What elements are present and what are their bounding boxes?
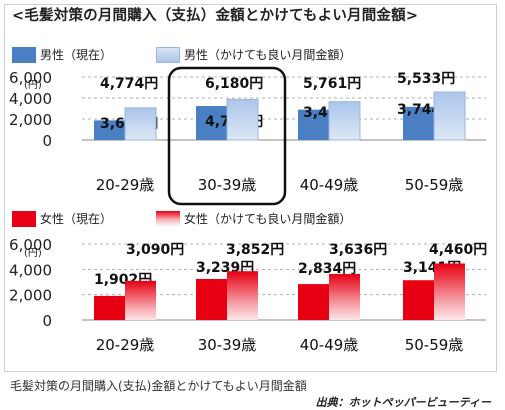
female-bar [125, 280, 156, 320]
legend-label-female-willing: 女性（かけても良い月間金額） [184, 212, 352, 226]
female-bar [94, 295, 125, 320]
female-category-label: 40-49歳 [300, 336, 359, 354]
female-bar [434, 263, 465, 320]
female-y-tick: 0 [42, 312, 52, 330]
figure-caption: 毛髪対策の月間購入(支払)金額とかけてもよい月間金額 [10, 379, 307, 393]
male-bar [403, 106, 434, 140]
male-y-tick: 2,000 [9, 111, 52, 129]
legend-female-willing: 女性（かけても良い月間金額） [156, 210, 351, 227]
legend-swatch-female-willing [156, 210, 180, 227]
male-y-tick: 0 [42, 132, 52, 150]
male-bar [226, 98, 259, 141]
legend-swatch-male-willing [156, 46, 180, 63]
female-y-tick: 6,000 [9, 236, 52, 254]
legend-swatch-male-current [12, 46, 36, 63]
female-data-label: 3,852円 [226, 242, 284, 258]
male-highlight-box [167, 66, 287, 206]
male-category-label: 20-29歳 [96, 176, 155, 194]
female-category-label: 30-39歳 [198, 336, 257, 354]
female-data-label: 4,460円 [429, 242, 487, 258]
male-unit-label: (円) [24, 80, 42, 91]
male-data-label: 6,180円 [205, 76, 263, 92]
male-bar [94, 120, 125, 140]
female-category-label: 50-59歳 [405, 336, 464, 354]
female-category-label: 20-29歳 [96, 336, 155, 354]
female-data-label: 3,090円 [126, 242, 184, 258]
female-y-tick: 2,000 [9, 287, 52, 305]
legend-male-willing: 男性（かけても良い月間金額） [156, 46, 351, 63]
male-data-label: 5,761円 [303, 76, 361, 92]
male-bar [433, 91, 466, 141]
female-bar [196, 278, 227, 320]
female-bar [227, 271, 258, 320]
male-data-label: 4,774円 [100, 76, 158, 92]
female-unit-label: (円) [24, 248, 42, 259]
male-bar [196, 106, 227, 140]
female-bar [298, 284, 329, 320]
female-bar [329, 273, 360, 320]
legend-label-male-willing: 男性（かけても良い月間金額） [184, 48, 352, 62]
female-y-tick: 4,000 [9, 261, 52, 279]
legend-label-female-current: 女性（現在） [40, 212, 113, 226]
male-category-label: 50-59歳 [405, 176, 464, 194]
source-credit: 出典：ホットペッパービューティー [315, 396, 491, 409]
male-data-label: 5,533円 [397, 71, 455, 87]
legend-female-current: 女性（現在） [12, 210, 112, 227]
male-bar [298, 109, 329, 140]
male-y-tick: 6,000 [9, 69, 52, 87]
female-data-label: 2,834円 [298, 261, 356, 277]
male-category-label: 40-49歳 [300, 176, 359, 194]
legend-label-male-current: 男性（現在） [40, 48, 113, 62]
female-bar [403, 280, 434, 320]
male-bar [124, 107, 157, 141]
male-category-label: 30-39歳 [198, 176, 257, 194]
chart-heading: <毛髪対策の月間購入（支払）金額とかけてもよい月間金額> [12, 8, 419, 24]
male-bar [328, 101, 361, 141]
female-data-label: 3,636円 [329, 242, 387, 258]
legend-male-current: 男性（現在） [12, 46, 112, 63]
legend-swatch-female-current [12, 210, 36, 227]
male-y-tick: 4,000 [9, 90, 52, 108]
